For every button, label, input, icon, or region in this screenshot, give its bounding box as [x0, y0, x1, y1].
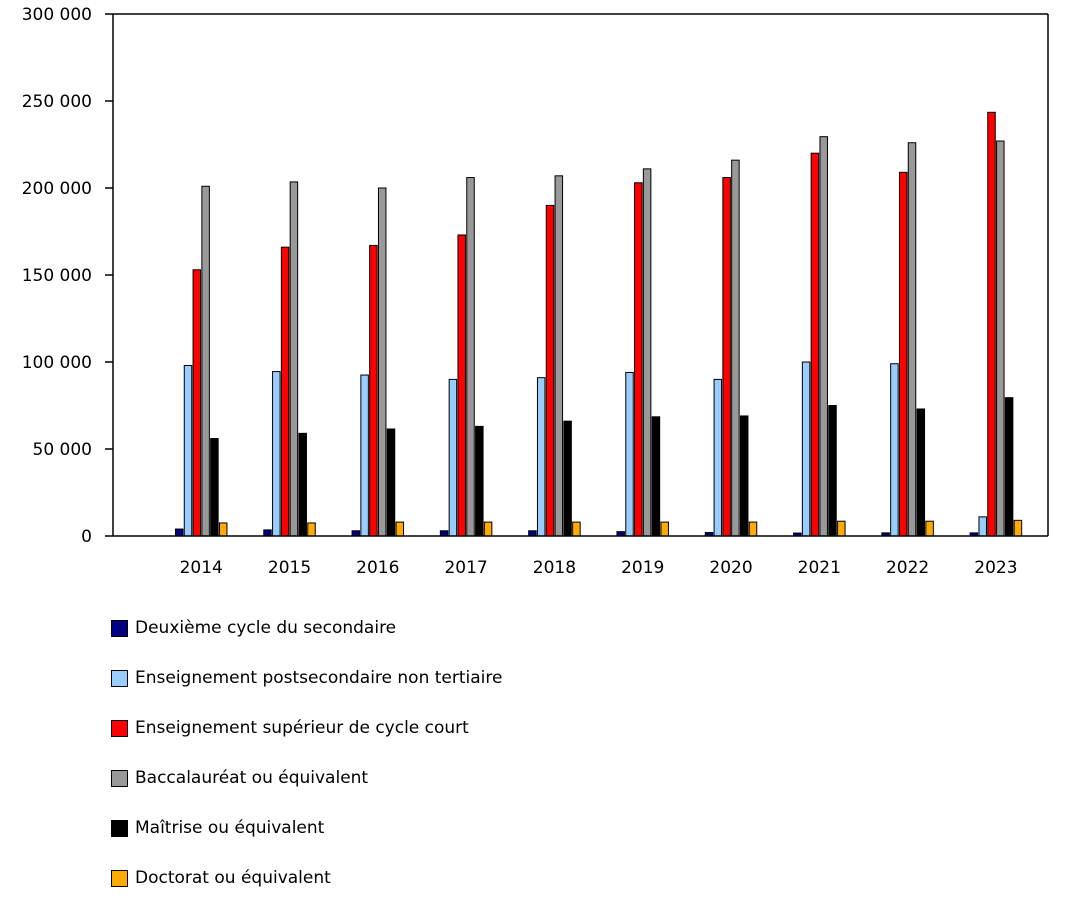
bar [890, 363, 899, 537]
bars-group [174, 111, 1023, 537]
y-axis-ticks: 0 50 000 100 000 150 000 200 000 250 000 300 0… [22, 5, 113, 547]
legend-item: Maîtrise ou équivalent [111, 803, 502, 853]
legend-item: Doctorat ou équivalent [111, 853, 502, 903]
x-tick-label: 2023 [974, 558, 1017, 578]
legend-label: Deuxième cycle du secondaire [135, 618, 397, 638]
bar [748, 521, 758, 537]
bar [395, 521, 405, 537]
bar [307, 522, 316, 537]
x-tick-label: 2020 [709, 558, 752, 578]
bar [369, 244, 378, 537]
bar [634, 182, 643, 537]
bar [819, 136, 828, 537]
bar [739, 415, 749, 537]
bar [536, 377, 546, 537]
legend-label: Enseignement supérieur de cycle court [135, 718, 469, 738]
x-tick-label: 2021 [798, 558, 841, 578]
bar [174, 528, 184, 537]
bar [916, 408, 926, 537]
bar [263, 529, 272, 537]
bar [660, 521, 669, 537]
bar [528, 530, 537, 537]
bar [987, 111, 996, 537]
bar [351, 530, 361, 537]
bar [554, 175, 564, 537]
x-tick-label: 2019 [621, 558, 664, 578]
legend-swatch [111, 669, 128, 687]
legend-item: Enseignement supérieur de cycle court [111, 703, 502, 753]
bar [898, 171, 908, 537]
bar [625, 371, 634, 537]
legend: Deuxième cycle du secondaire Enseignement… [111, 603, 502, 903]
bar [210, 438, 219, 537]
bar [572, 521, 581, 537]
bar [1013, 519, 1023, 537]
y-tick-label: 300 000 [22, 5, 92, 25]
bar [439, 530, 449, 537]
y-tick-label: 200 000 [22, 179, 92, 199]
legend-swatch [111, 869, 128, 887]
legend-item: Baccalauréat ou équivalent [111, 753, 502, 803]
y-tick-label: 250 000 [22, 92, 92, 112]
y-tick-label: 150 000 [22, 266, 92, 286]
bar [837, 520, 846, 537]
legend-item: Deuxième cycle du secondaire [111, 603, 502, 653]
bar [1004, 397, 1014, 537]
bar [483, 521, 493, 537]
y-tick-label: 0 [81, 527, 92, 547]
x-tick-label: 2018 [533, 558, 576, 578]
legend-swatch [111, 719, 128, 737]
bar [722, 177, 731, 537]
legend-swatch [111, 819, 128, 837]
bar-chart: 0 50 000 100 000 150 000 200 000 250 000 300 0… [22, 5, 1049, 578]
bar [457, 234, 466, 537]
bar [563, 420, 572, 537]
bar [925, 520, 934, 537]
bar [828, 405, 837, 537]
x-tick-label: 2015 [268, 558, 311, 578]
y-tick-label: 50 000 [33, 440, 92, 460]
bar [289, 181, 299, 537]
x-tick-label: 2017 [444, 558, 487, 578]
bar [360, 374, 369, 537]
bar [810, 152, 820, 537]
bar [996, 140, 1005, 537]
bar [475, 425, 484, 537]
bar [192, 269, 202, 537]
legend-label: Enseignement postsecondaire non tertiair… [135, 668, 503, 688]
bar [377, 187, 387, 537]
bar [801, 361, 811, 537]
y-tick-label: 100 000 [22, 353, 92, 373]
x-tick-label: 2022 [886, 558, 929, 578]
bar [272, 371, 281, 537]
x-tick-label: 2016 [356, 558, 399, 578]
legend-swatch [111, 769, 128, 787]
bar [280, 246, 290, 537]
legend-label: Baccalauréat ou équivalent [135, 768, 369, 788]
x-tick-label: 2014 [180, 558, 223, 578]
bar [448, 378, 458, 537]
x-axis-ticks: 2014 2015 2016 2017 2018 2019 2020 2021 2022 2023 [180, 558, 1018, 578]
legend-item: Enseignement postsecondaire non tertiair… [111, 653, 502, 703]
bar [386, 428, 396, 537]
legend-label: Maîtrise ou équivalent [135, 818, 325, 838]
legend-label: Doctorat ou équivalent [135, 868, 331, 888]
bar [907, 142, 917, 537]
bar [466, 177, 475, 537]
bar [642, 168, 652, 537]
legend-swatch [111, 619, 128, 637]
bar [713, 378, 723, 537]
bar [651, 416, 661, 537]
bar [201, 185, 210, 537]
bar [183, 364, 193, 537]
bar [545, 204, 555, 537]
bar [978, 516, 987, 537]
bar [298, 432, 307, 537]
bar [731, 159, 740, 537]
bar [218, 522, 228, 537]
